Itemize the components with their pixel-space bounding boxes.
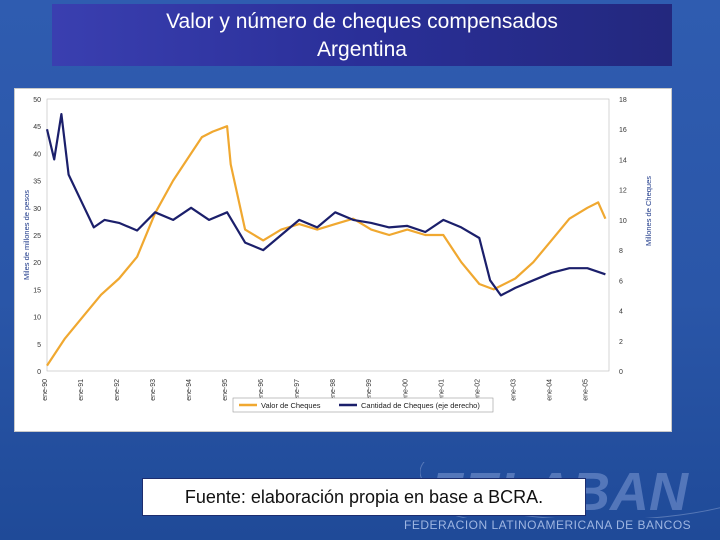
x-tick-label: ene-94	[186, 379, 193, 401]
left-tick-label: 45	[33, 124, 41, 131]
left-tick-label: 40	[33, 151, 41, 158]
x-tick-label: ene-01	[438, 379, 445, 401]
right-tick-label: 2	[619, 339, 623, 346]
x-tick-label: ene-95	[222, 379, 229, 401]
right-tick-label: 6	[619, 278, 623, 285]
slide-title-box: Valor y número de cheques compensados Ar…	[52, 4, 672, 66]
left-tick-label: 30	[33, 206, 41, 213]
x-tick-label: ene-98	[330, 379, 337, 401]
x-tick-label: ene-92	[114, 379, 121, 401]
x-tick-label: ene-05	[582, 379, 589, 401]
left-tick-label: 5	[37, 342, 41, 349]
right-tick-label: 12	[619, 188, 627, 195]
federation-name: FEDERACION LATINOAMERICANA DE BANCOS	[404, 518, 692, 532]
x-tick-label: ene-04	[546, 379, 553, 401]
x-tick-label: ene-90	[42, 379, 49, 401]
x-tick-label: ene-02	[474, 379, 481, 401]
slide-title-line2: Argentina	[317, 38, 407, 61]
series-line-cantidad	[45, 113, 606, 297]
chart-panel: 0 5 10 15 20 25 30 35 40 45 50 0 2 4 6 8 10 12 14 16 18 ene-9…	[14, 88, 672, 432]
slide-title-line1: Valor y número de cheques compensados	[166, 10, 558, 33]
right-tick-label: 14	[619, 157, 627, 164]
x-tick-label: ene-97	[294, 379, 301, 401]
right-tick-label: 18	[619, 97, 627, 104]
x-tick-label: ene-99	[366, 379, 373, 401]
x-tick-label: ene-00	[402, 379, 409, 401]
x-tick-label: ene-93	[150, 379, 157, 401]
left-tick-label: 25	[33, 233, 41, 240]
legend-box	[232, 397, 494, 413]
left-tick-label: 20	[33, 260, 41, 267]
right-tick-label: 10	[619, 218, 627, 225]
right-tick-label: 0	[619, 369, 623, 376]
x-tick-label: ene-91	[78, 379, 85, 401]
left-tick-label: 0	[37, 369, 41, 376]
legend-label-cantidad: Cantidad de Cheques (eje derecho)	[361, 401, 480, 410]
left-tick-label: 10	[33, 315, 41, 322]
right-tick-label: 4	[619, 309, 623, 316]
left-tick-label: 35	[33, 179, 41, 186]
line-chart: 0 5 10 15 20 25 30 35 40 45 50 0 2 4 6 8 10 12 14 16 18 ene-9…	[22, 97, 653, 413]
source-note: Fuente: elaboración propia en base a BCR…	[142, 478, 586, 516]
right-tick-label: 16	[619, 127, 627, 134]
y-axis-label-left: Miles de millones de pesos	[22, 190, 31, 280]
x-tick-label: ene-96	[258, 379, 265, 401]
source-text: Fuente: elaboración propia en base a BCR…	[184, 486, 544, 507]
x-tick-label: ene-03	[510, 379, 517, 401]
y-axis-label-right: Millones de Cheques	[644, 176, 653, 246]
left-tick-label: 50	[33, 97, 41, 104]
left-tick-label: 15	[33, 287, 41, 294]
series-line-valor	[46, 125, 607, 367]
plot-area	[46, 98, 610, 372]
right-tick-label: 8	[619, 248, 623, 255]
legend-label-valor: Valor de Cheques	[261, 401, 321, 410]
